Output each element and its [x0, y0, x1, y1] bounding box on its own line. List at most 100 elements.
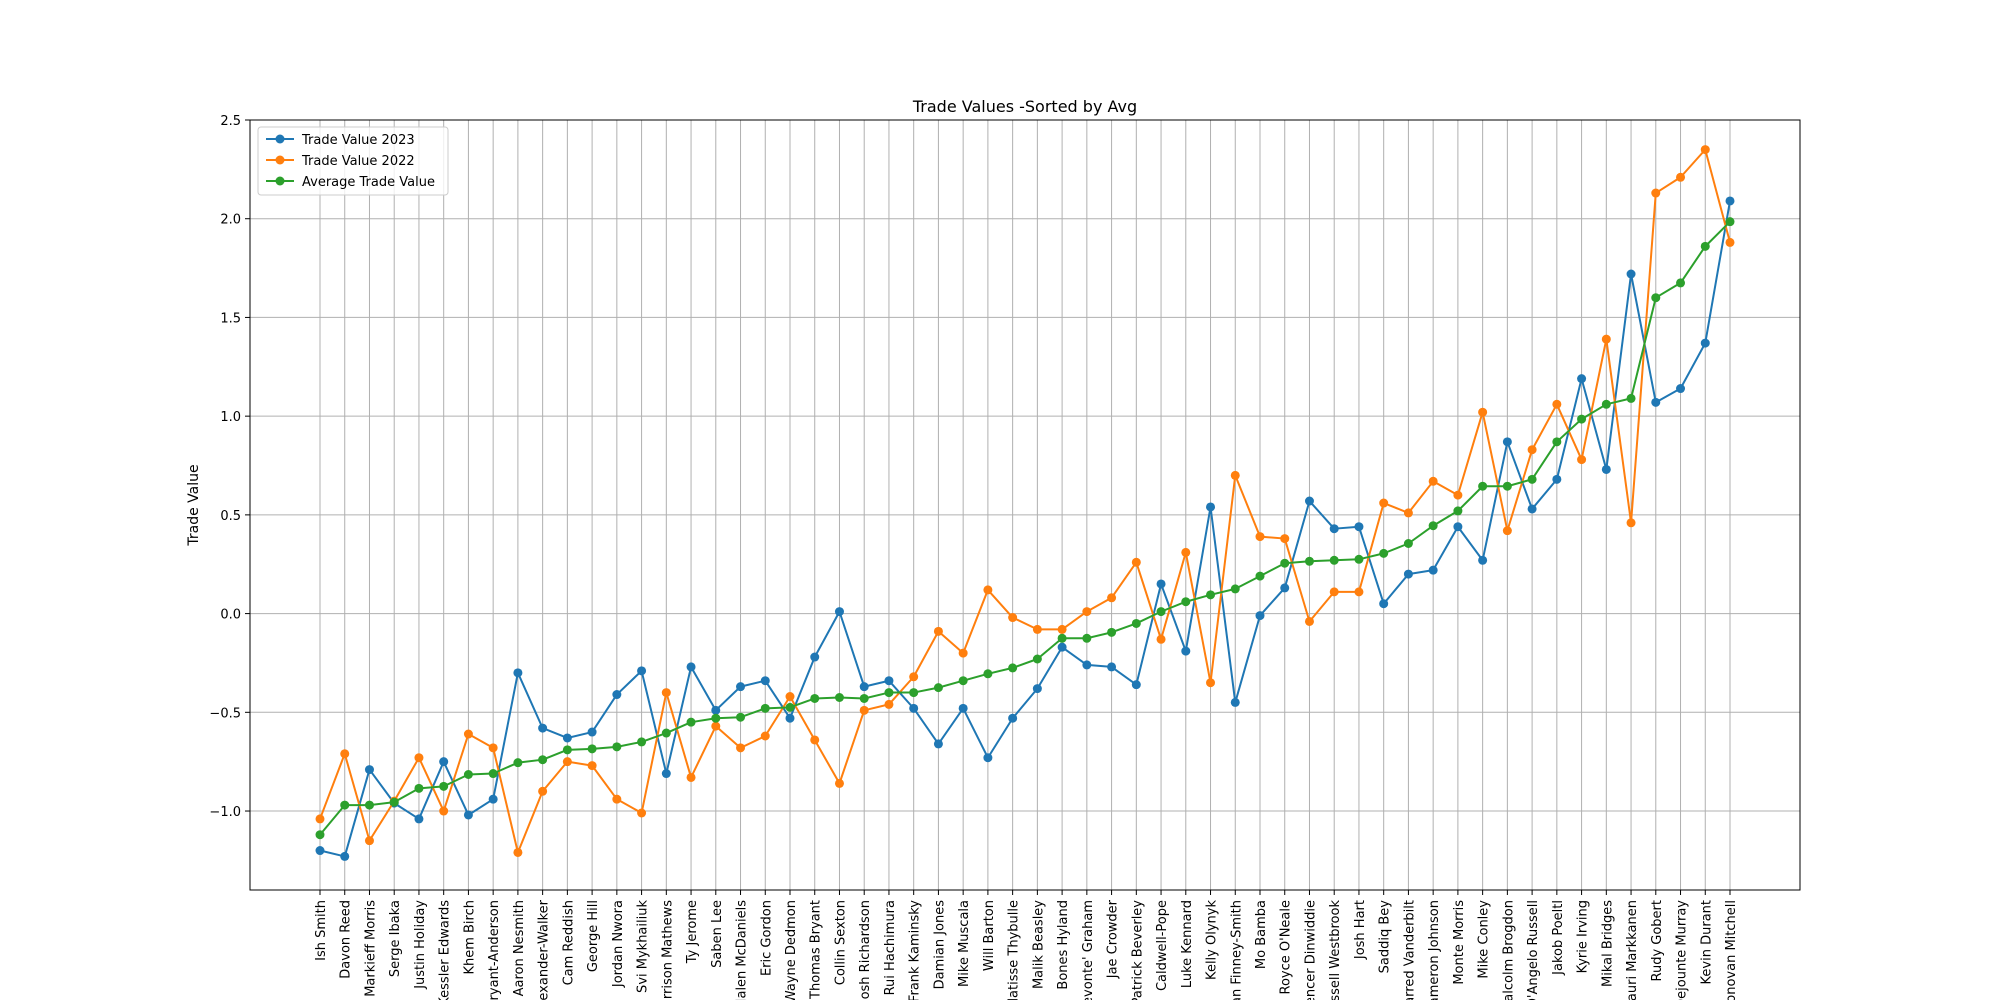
- data-point: [1181, 646, 1191, 656]
- x-tick-label: Matisse Thybulle: [1007, 900, 1022, 1000]
- data-point: [1230, 470, 1240, 480]
- data-point: [612, 742, 622, 752]
- legend-label: Trade Value 2022: [301, 154, 415, 169]
- data-point: [1107, 593, 1117, 603]
- data-point: [1280, 534, 1290, 544]
- data-point: [1057, 624, 1067, 634]
- data-point: [1156, 607, 1166, 617]
- data-point: [1131, 680, 1141, 690]
- data-point: [1403, 569, 1413, 579]
- data-point: [513, 758, 523, 768]
- data-point: [834, 778, 844, 788]
- data-point: [463, 770, 473, 779]
- data-point: [364, 836, 374, 846]
- x-tick-label: Serge Ibaka: [388, 900, 403, 977]
- data-point: [785, 702, 795, 712]
- data-point: [513, 668, 523, 678]
- x-tick-label: Khem Birch: [462, 900, 477, 975]
- x-tick-label: Alexander-Walker: [537, 899, 552, 1000]
- data-point: [1082, 607, 1092, 617]
- data-point: [1354, 522, 1364, 532]
- data-point: [538, 723, 548, 733]
- x-tick-label: Mike Muscala: [957, 900, 972, 987]
- data-point: [1552, 399, 1562, 409]
- data-point: [1354, 554, 1364, 564]
- x-tick-label: Patrick Beverley: [1130, 900, 1145, 1000]
- data-point: [1626, 393, 1636, 403]
- data-point: [1008, 663, 1018, 673]
- data-point: [1601, 399, 1611, 409]
- data-point: [760, 703, 770, 713]
- data-point: [711, 713, 721, 723]
- y-tick-label: 2.5: [220, 114, 241, 129]
- y-tick-label: 0.5: [220, 509, 241, 524]
- data-point: [1304, 556, 1314, 566]
- series-2: [315, 145, 1735, 857]
- chart-title: Trade Values -Sorted by Avg: [912, 97, 1137, 116]
- x-tick-label: Malik Beasley: [1031, 900, 1046, 989]
- data-point: [909, 672, 919, 682]
- data-point: [1552, 437, 1562, 447]
- data-point: [1403, 508, 1413, 518]
- data-point: [1156, 634, 1166, 644]
- data-point: [414, 814, 424, 824]
- data-point: [1428, 476, 1438, 486]
- data-point: [1032, 654, 1042, 664]
- data-point: [1577, 414, 1587, 424]
- data-point: [1181, 547, 1191, 557]
- x-tick-label: Davon Reed: [339, 900, 354, 979]
- x-tick-label: Jae Crowder: [1106, 899, 1121, 979]
- data-point: [1428, 565, 1438, 575]
- y-tick-label: 1.0: [220, 410, 241, 425]
- data-point: [1676, 172, 1686, 182]
- x-tick-label: Bones Hyland: [1056, 900, 1071, 990]
- x-tick-label: George Hill: [586, 900, 601, 972]
- data-point: [538, 786, 548, 796]
- data-point: [1304, 616, 1314, 626]
- data-point: [1725, 217, 1735, 227]
- x-tick-label: Rui Hachimura: [883, 900, 898, 995]
- data-point: [1577, 455, 1587, 465]
- data-point: [661, 728, 671, 738]
- x-tick-label: Wayne Dedmon: [784, 900, 799, 1000]
- data-point: [1329, 524, 1339, 534]
- x-tick-label: Caldwell-Pope: [1155, 900, 1170, 991]
- data-point: [810, 652, 820, 662]
- y-tick-label: 0.0: [220, 608, 241, 623]
- data-point: [1552, 474, 1562, 484]
- data-point: [612, 690, 622, 700]
- x-tick-label: Luke Kennard: [1180, 900, 1195, 988]
- x-tick-label: Russell Westbrook: [1328, 900, 1343, 1000]
- data-point: [661, 769, 671, 779]
- data-point: [1057, 633, 1067, 643]
- data-point: [562, 757, 572, 767]
- data-point: [909, 688, 919, 698]
- y-axis-label: Trade Value: [186, 464, 202, 546]
- data-point: [637, 666, 647, 676]
- data-point: [760, 731, 770, 741]
- y-axis: −1.0 −0.5 0.0 0.5 1.0 1.5 2.0 2.5: [209, 114, 250, 820]
- data-point: [1700, 338, 1710, 348]
- data-point: [1206, 502, 1216, 512]
- data-point: [1478, 555, 1488, 565]
- x-tick-label: Kessler Edwards: [438, 900, 453, 1000]
- x-tick-label: Josh Richardson: [858, 900, 873, 1000]
- data-point: [315, 846, 325, 856]
- x-tick-label: Donovan Mitchell: [1724, 900, 1739, 1000]
- x-tick-label: Jarred Vanderbilt: [1402, 900, 1417, 1000]
- data-point: [1280, 583, 1290, 593]
- data-point: [414, 753, 424, 763]
- data-point: [933, 683, 943, 693]
- data-point: [439, 806, 449, 816]
- data-point: [760, 676, 770, 686]
- data-point: [315, 814, 325, 824]
- data-point: [983, 585, 993, 595]
- x-tick-label: Damian Jones: [932, 900, 947, 990]
- x-tick-label: Rudy Gobert: [1650, 900, 1665, 982]
- data-point: [859, 693, 869, 703]
- data-point: [983, 753, 993, 763]
- data-point: [1329, 587, 1339, 597]
- data-point: [1379, 599, 1389, 609]
- data-point: [1329, 555, 1339, 565]
